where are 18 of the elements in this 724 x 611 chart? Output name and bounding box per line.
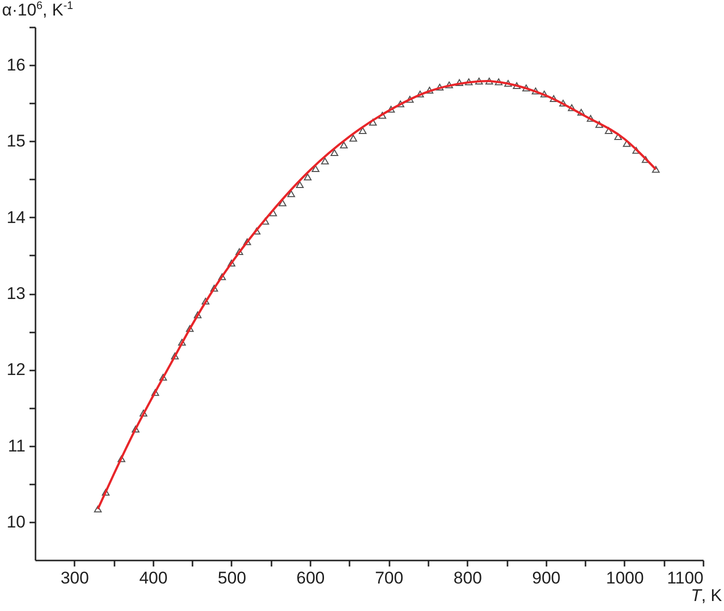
x-tick-label: 1000 bbox=[606, 568, 644, 588]
x-tick-label: 600 bbox=[296, 568, 325, 588]
x-axis-title: T, K bbox=[690, 586, 722, 606]
y-tick-label: 12 bbox=[6, 360, 26, 380]
y-tick-label: 16 bbox=[6, 56, 26, 75]
y-tick-label: 10 bbox=[6, 512, 26, 532]
x-tick-label: 800 bbox=[454, 568, 482, 588]
y-tick-label: 14 bbox=[6, 208, 26, 227]
x-tick-label: 1100 bbox=[666, 568, 704, 588]
x-tick-label: 500 bbox=[218, 568, 246, 588]
x-tick-label: 300 bbox=[60, 568, 89, 588]
y-tick-label: 11 bbox=[8, 436, 26, 456]
x-tick-label: 900 bbox=[532, 568, 561, 588]
y-tick-label: 15 bbox=[6, 132, 26, 151]
y-axis-title: α·10$^{6}$, K$^{-1}$ bbox=[2, 0, 74, 21]
x-tick-label: 700 bbox=[374, 568, 404, 588]
y-tick-label: 13 bbox=[6, 284, 26, 303]
x-tick-label: 400 bbox=[139, 568, 168, 588]
